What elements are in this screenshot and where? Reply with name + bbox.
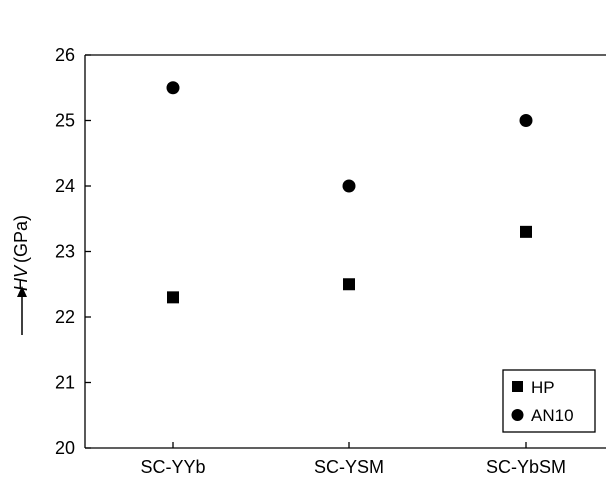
hp-point <box>343 278 355 291</box>
y-tick-label: 25 <box>55 111 75 131</box>
y-tick-label: 22 <box>55 307 75 327</box>
an10-point <box>342 179 356 193</box>
y-axis-title-group: HV(GPa) <box>11 215 31 291</box>
y-tick-label: 23 <box>55 242 75 262</box>
y-axis-title: HV(GPa) <box>11 215 31 291</box>
legend-box <box>502 369 596 433</box>
hp-point <box>167 291 179 304</box>
hp-point <box>520 225 532 238</box>
x-ticks: SC-YYb SC-YSM SC-YbSM <box>140 442 566 477</box>
x-tick-label: SC-YbSM <box>486 457 566 477</box>
y-axis-arrow <box>17 286 27 335</box>
x-tick-label: SC-YYb <box>140 457 205 477</box>
legend-hp-label: HP <box>531 378 555 397</box>
y-tick-label: 24 <box>55 176 75 196</box>
x-tick-label: SC-YSM <box>314 457 384 477</box>
an10-point <box>519 114 533 127</box>
y-tick-label: 26 <box>55 45 75 65</box>
an10-point <box>166 81 180 95</box>
y-ticks: 20 21 22 23 24 25 26 <box>55 45 91 458</box>
legend: HP AN10 <box>502 369 596 433</box>
legend-an10-marker <box>511 409 524 421</box>
legend-hp-marker <box>512 381 523 392</box>
y-axis-unit: (GPa) <box>11 215 31 263</box>
y-tick-label: 20 <box>55 438 75 458</box>
y-axis-symbol: HV <box>11 264 31 291</box>
y-tick-label: 21 <box>55 373 75 393</box>
legend-an10-label: AN10 <box>531 406 574 425</box>
data-marks <box>166 81 533 304</box>
